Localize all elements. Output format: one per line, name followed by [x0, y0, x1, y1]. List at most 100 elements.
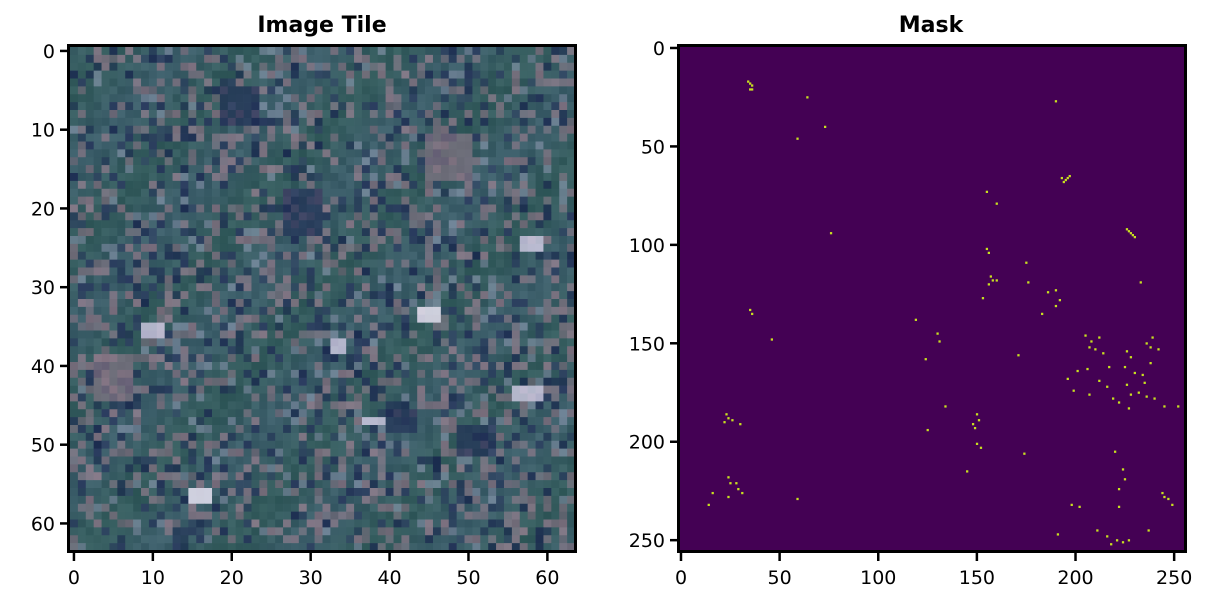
image-pixel: [535, 212, 544, 221]
image-pixel: [543, 236, 552, 245]
y-tick-label: 100: [629, 235, 665, 257]
image-pixel: [432, 417, 442, 426]
image-pixel: [259, 519, 268, 528]
image-pixel: [448, 330, 457, 339]
image-pixel: [227, 70, 237, 79]
image-pixel: [393, 117, 402, 127]
image-pixel: [196, 204, 205, 213]
image-pixel: [393, 259, 402, 268]
image-pixel: [141, 188, 150, 197]
image-pixel: [141, 338, 150, 347]
image-pixel: [385, 275, 394, 284]
image-pixel: [259, 212, 268, 221]
image-pixel: [251, 330, 260, 339]
image-pixel: [172, 369, 181, 379]
image-pixel: [456, 212, 465, 221]
image-pixel: [85, 432, 95, 442]
image-pixel: [385, 251, 394, 260]
image-pixel: [125, 535, 134, 544]
image-pixel: [432, 102, 442, 111]
image-pixel: [401, 409, 410, 418]
image-pixel: [259, 291, 268, 300]
image-pixel: [322, 456, 331, 465]
image-pixel: [488, 133, 497, 142]
image-pixel: [393, 385, 402, 394]
image-pixel: [70, 495, 79, 505]
image-pixel: [385, 322, 394, 331]
image-pixel: [519, 180, 529, 190]
image-pixel: [432, 141, 442, 150]
image-pixel: [401, 417, 410, 426]
image-pixel: [472, 425, 481, 434]
image-pixel: [480, 448, 489, 457]
mask-positive-pixel: [944, 405, 947, 408]
image-pixel: [196, 535, 205, 544]
image-pixel: [141, 173, 150, 182]
x-tick-label: 0: [675, 567, 687, 589]
image-pixel: [77, 236, 87, 245]
image-pixel: [346, 86, 355, 95]
image-pixel: [101, 94, 110, 103]
image-pixel: [101, 125, 110, 134]
image-pixel: [196, 54, 205, 64]
image-pixel: [298, 220, 308, 229]
image-pixel: [77, 330, 87, 339]
image-pixel: [251, 314, 260, 323]
image-pixel: [472, 417, 481, 426]
image-pixel: [567, 425, 576, 434]
image-pixel: [369, 456, 379, 465]
image-pixel: [156, 149, 166, 158]
image-pixel: [156, 299, 166, 308]
image-pixel: [409, 535, 418, 544]
image-pixel: [101, 54, 110, 64]
image-pixel: [480, 251, 489, 260]
image-pixel: [133, 440, 142, 449]
image-pixel: [109, 425, 118, 434]
image-pixel: [133, 393, 142, 402]
image-pixel: [567, 180, 576, 190]
image-pixel: [385, 354, 394, 363]
image-pixel: [567, 362, 576, 371]
image-pixel: [290, 377, 300, 386]
image-pixel: [141, 157, 150, 166]
image-pixel: [543, 283, 552, 292]
image-pixel: [196, 330, 205, 339]
image-pixel: [417, 314, 426, 323]
image-pixel: [306, 47, 315, 56]
image-pixel: [330, 409, 339, 418]
image-pixel: [369, 480, 379, 489]
image-pixel: [354, 54, 363, 64]
image-pixel: [527, 110, 536, 119]
image-pixel: [559, 409, 568, 418]
image-pixel: [117, 212, 126, 221]
image-pixel: [141, 322, 150, 331]
image-pixel: [330, 495, 339, 505]
image-pixel: [243, 62, 252, 71]
image-pixel: [267, 125, 276, 134]
image-pixel: [456, 393, 465, 402]
image-pixel: [409, 275, 418, 284]
image-pixel: [227, 543, 237, 552]
image-pixel: [338, 220, 347, 229]
image-pixel: [417, 133, 426, 142]
image-pixel: [70, 251, 79, 260]
image-pixel: [235, 157, 244, 166]
image-pixel: [164, 204, 173, 213]
image-pixel: [164, 314, 173, 323]
image-pixel: [306, 456, 315, 465]
image-pixel: [409, 165, 418, 174]
image-pixel: [251, 440, 260, 449]
image-pixel: [369, 299, 379, 308]
mask-positive-pixel: [729, 482, 732, 485]
image-pixel: [409, 464, 418, 473]
mask-positive-pixel: [1086, 367, 1089, 371]
image-pixel: [267, 346, 276, 355]
image-pixel: [235, 141, 244, 150]
image-pixel: [425, 220, 434, 229]
mask-positive-pixel: [749, 88, 752, 91]
image-pixel: [267, 141, 276, 150]
mask-positive-pixel: [1025, 261, 1028, 264]
image-pixel: [401, 314, 410, 323]
image-pixel: [77, 314, 87, 323]
image-pixel: [306, 212, 315, 221]
